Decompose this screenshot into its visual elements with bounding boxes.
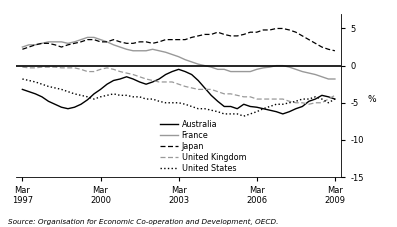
Legend: Australia, France, Japan, United Kingdom, United States: Australia, France, Japan, United Kingdom… (160, 120, 246, 173)
Text: Source: Organisation for Economic Co-operation and Development, OECD.: Source: Organisation for Economic Co-ope… (8, 219, 278, 225)
Y-axis label: %: % (368, 95, 377, 104)
